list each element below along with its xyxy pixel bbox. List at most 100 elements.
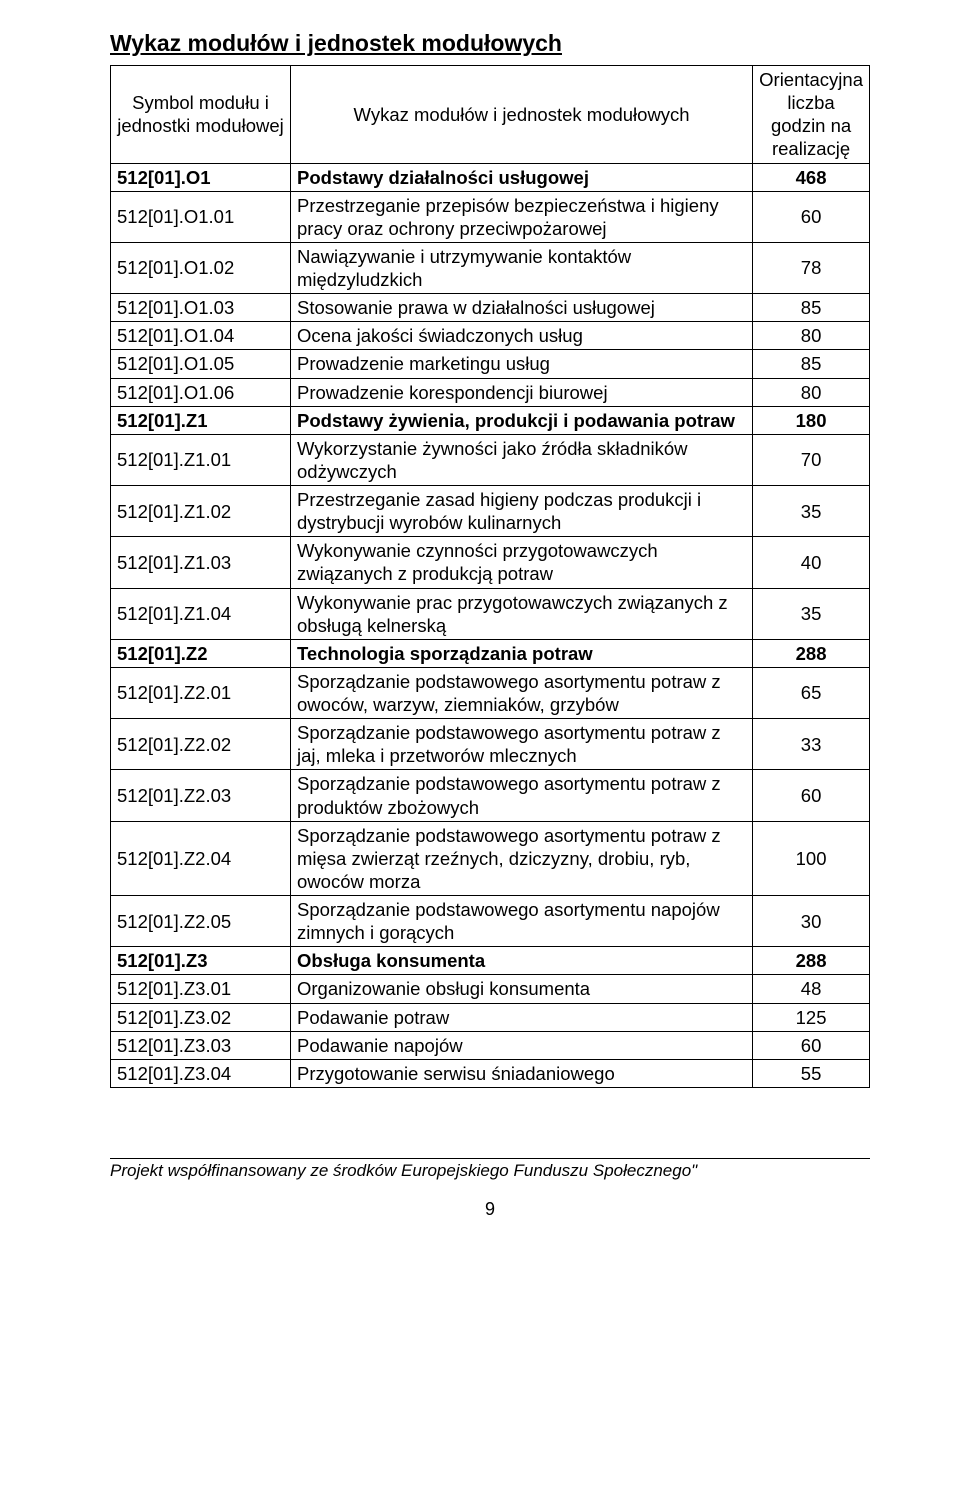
cell-name: Wykonywanie prac przygotowawczych związa… (291, 588, 753, 639)
cell-name: Podstawy żywienia, produkcji i podawania… (291, 406, 753, 434)
cell-symbol: 512[01].Z3 (111, 947, 291, 975)
cell-name: Wykonywanie czynności przygotowawczych z… (291, 537, 753, 588)
cell-symbol: 512[01].O1.06 (111, 378, 291, 406)
cell-name: Ocena jakości świadczonych usług (291, 322, 753, 350)
table-row: 512[01].Z2.05Sporządzanie podstawowego a… (111, 896, 870, 947)
cell-hours: 468 (753, 163, 870, 191)
cell-symbol: 512[01].O1.05 (111, 350, 291, 378)
cell-name: Sporządzanie podstawowego asortymentu po… (291, 770, 753, 821)
cell-symbol: 512[01].O1.04 (111, 322, 291, 350)
table-row: 512[01].Z1.02Przestrzeganie zasad higien… (111, 486, 870, 537)
table-row: 512[01].Z3.02Podawanie potraw125 (111, 1003, 870, 1031)
cell-hours: 85 (753, 350, 870, 378)
page-title: Wykaz modułów i jednostek modułowych (110, 30, 870, 57)
cell-hours: 70 (753, 434, 870, 485)
cell-name: Nawiązywanie i utrzymywanie kontaktów mi… (291, 242, 753, 293)
cell-symbol: 512[01].Z1.04 (111, 588, 291, 639)
cell-name: Prowadzenie korespondencji biurowej (291, 378, 753, 406)
table-row: 512[01].Z2Technologia sporządzania potra… (111, 639, 870, 667)
table-row: 512[01].Z1Podstawy żywienia, produkcji i… (111, 406, 870, 434)
cell-symbol: 512[01].Z3.01 (111, 975, 291, 1003)
cell-hours: 33 (753, 719, 870, 770)
cell-hours: 60 (753, 770, 870, 821)
table-row: 512[01].O1.06Prowadzenie korespondencji … (111, 378, 870, 406)
table-row: 512[01].Z3Obsługa konsumenta288 (111, 947, 870, 975)
cell-name: Stosowanie prawa w działalności usługowe… (291, 294, 753, 322)
cell-hours: 60 (753, 1031, 870, 1059)
cell-hours: 125 (753, 1003, 870, 1031)
cell-hours: 80 (753, 378, 870, 406)
cell-hours: 288 (753, 639, 870, 667)
cell-symbol: 512[01].Z3.04 (111, 1059, 291, 1087)
cell-hours: 40 (753, 537, 870, 588)
cell-name: Technologia sporządzania potraw (291, 639, 753, 667)
table-row: 512[01].Z3.04Przygotowanie serwisu śniad… (111, 1059, 870, 1087)
table-row: 512[01].Z3.01Organizowanie obsługi konsu… (111, 975, 870, 1003)
cell-symbol: 512[01].Z3.03 (111, 1031, 291, 1059)
cell-name: Podawanie potraw (291, 1003, 753, 1031)
cell-symbol: 512[01].Z1.02 (111, 486, 291, 537)
table-row: 512[01].O1.04Ocena jakości świadczonych … (111, 322, 870, 350)
cell-name: Sporządzanie podstawowego asortymentu po… (291, 821, 753, 895)
table-row: 512[01].Z3.03Podawanie napojów60 (111, 1031, 870, 1059)
cell-symbol: 512[01].Z2.01 (111, 667, 291, 718)
cell-hours: 48 (753, 975, 870, 1003)
cell-hours: 100 (753, 821, 870, 895)
cell-name: Podstawy działalności usługowej (291, 163, 753, 191)
table-row: 512[01].Z2.02Sporządzanie podstawowego a… (111, 719, 870, 770)
table-row: 512[01].Z2.03Sporządzanie podstawowego a… (111, 770, 870, 821)
cell-hours: 30 (753, 896, 870, 947)
cell-symbol: 512[01].Z2.05 (111, 896, 291, 947)
table-body: 512[01].O1Podstawy działalności usługowe… (111, 163, 870, 1087)
cell-name: Przestrzeganie zasad higieny podczas pro… (291, 486, 753, 537)
cell-hours: 78 (753, 242, 870, 293)
modules-table: Symbol modułu i jednostki modułowej Wyka… (110, 65, 870, 1088)
cell-hours: 288 (753, 947, 870, 975)
cell-name: Przygotowanie serwisu śniadaniowego (291, 1059, 753, 1087)
table-row: 512[01].O1.01Przestrzeganie przepisów be… (111, 191, 870, 242)
cell-name: Sporządzanie podstawowego asortymentu po… (291, 667, 753, 718)
cell-hours: 55 (753, 1059, 870, 1087)
cell-name: Wykorzystanie żywności jako źródła skład… (291, 434, 753, 485)
table-row: 512[01].Z2.01Sporządzanie podstawowego a… (111, 667, 870, 718)
table-row: 512[01].O1.05Prowadzenie marketingu usłu… (111, 350, 870, 378)
cell-symbol: 512[01].Z1.03 (111, 537, 291, 588)
cell-symbol: 512[01].Z2.02 (111, 719, 291, 770)
cell-symbol: 512[01].Z3.02 (111, 1003, 291, 1031)
table-row: 512[01].Z1.03Wykonywanie czynności przyg… (111, 537, 870, 588)
cell-name: Sporządzanie podstawowego asortymentu na… (291, 896, 753, 947)
cell-name: Przestrzeganie przepisów bezpieczeństwa … (291, 191, 753, 242)
cell-hours: 35 (753, 588, 870, 639)
table-header-row: Symbol modułu i jednostki modułowej Wyka… (111, 66, 870, 164)
header-symbol: Symbol modułu i jednostki modułowej (111, 66, 291, 164)
table-row: 512[01].Z1.04Wykonywanie prac przygotowa… (111, 588, 870, 639)
cell-hours: 85 (753, 294, 870, 322)
cell-hours: 180 (753, 406, 870, 434)
header-name: Wykaz modułów i jednostek modułowych (291, 66, 753, 164)
cell-symbol: 512[01].O1.03 (111, 294, 291, 322)
cell-name: Prowadzenie marketingu usług (291, 350, 753, 378)
table-row: 512[01].Z2.04Sporządzanie podstawowego a… (111, 821, 870, 895)
cell-symbol: 512[01].O1.02 (111, 242, 291, 293)
cell-name: Obsługa konsumenta (291, 947, 753, 975)
table-row: 512[01].O1Podstawy działalności usługowe… (111, 163, 870, 191)
cell-hours: 65 (753, 667, 870, 718)
page-footer: Projekt współfinansowany ze środków Euro… (110, 1158, 870, 1220)
cell-symbol: 512[01].Z2.03 (111, 770, 291, 821)
cell-hours: 60 (753, 191, 870, 242)
cell-symbol: 512[01].O1 (111, 163, 291, 191)
footer-text: Projekt współfinansowany ze środków Euro… (110, 1158, 870, 1181)
page-number: 9 (110, 1199, 870, 1220)
cell-symbol: 512[01].Z1.01 (111, 434, 291, 485)
cell-hours: 80 (753, 322, 870, 350)
cell-symbol: 512[01].Z2 (111, 639, 291, 667)
cell-symbol: 512[01].O1.01 (111, 191, 291, 242)
cell-symbol: 512[01].Z1 (111, 406, 291, 434)
cell-name: Sporządzanie podstawowego asortymentu po… (291, 719, 753, 770)
cell-name: Podawanie napojów (291, 1031, 753, 1059)
cell-symbol: 512[01].Z2.04 (111, 821, 291, 895)
table-row: 512[01].O1.03Stosowanie prawa w działaln… (111, 294, 870, 322)
header-hours: Orientacyjna liczba godzin na realizację (753, 66, 870, 164)
table-row: 512[01].O1.02Nawiązywanie i utrzymywanie… (111, 242, 870, 293)
cell-hours: 35 (753, 486, 870, 537)
